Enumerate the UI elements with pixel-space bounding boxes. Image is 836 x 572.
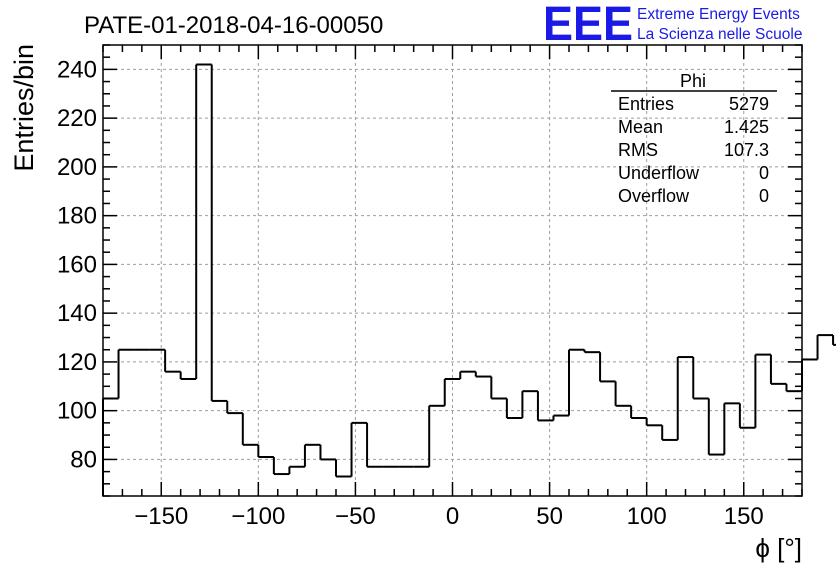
eee-logo-line2: La Scienza nelle Scuole (637, 26, 802, 43)
stats-row-label: Overflow (618, 186, 690, 206)
y-tick-label: 200 (57, 154, 97, 181)
axis-layer: −150 −100 −50 0 50 100 150 80 100 120 140 160 180 200… (57, 44, 803, 530)
stats-row-value: 0 (759, 186, 769, 206)
x-tick-label: −100 (231, 503, 285, 530)
grid-layer (103, 45, 802, 496)
x-axis-label: ϕ [°] (755, 533, 802, 563)
y-tick-label: 220 (57, 105, 97, 132)
plot-frame (102, 44, 803, 497)
stats-rows: Entries 5279 Mean 1.425 RMS 107.3 Underflow 0 Ov… (618, 94, 769, 206)
x-tick-label: 100 (627, 503, 667, 530)
eee-logo-mark: EEE (543, 0, 633, 51)
stats-row-value: 107.3 (724, 140, 769, 160)
stats-row-label: RMS (618, 140, 658, 160)
x-tick-label: −150 (134, 503, 188, 530)
x-tick-label: 50 (536, 503, 563, 530)
stats-row-label: Entries (618, 94, 674, 114)
stats-box: Phi Entries 5279 Mean 1.425 RMS 107.3 Underflo… (611, 71, 777, 206)
stats-row-value: 1.425 (724, 117, 769, 137)
y-tick-label: 140 (57, 300, 97, 327)
x-tick-label: 0 (446, 503, 459, 530)
y-tick-label: 160 (57, 251, 97, 278)
stats-row-value: 5279 (729, 94, 769, 114)
stats-row-value: 0 (759, 163, 769, 183)
chart-title: PATE-01-2018-04-16-00050 (84, 12, 383, 39)
eee-logo-line1: Extreme Energy Events (637, 6, 800, 23)
y-axis-label: Entries/bin (9, 44, 39, 172)
y-tick-label: 180 (57, 203, 97, 230)
stats-row-label: Mean (618, 117, 663, 137)
stats-box-title: Phi (680, 71, 706, 91)
stats-row-label: Underflow (618, 163, 700, 183)
y-tick-label: 120 (57, 349, 97, 376)
y-tick-label: 80 (70, 446, 97, 473)
y-tick-label: 240 (57, 56, 97, 83)
eee-logo: EEE Extreme Energy Events La Scienza nel… (543, 0, 802, 51)
x-tick-label: 150 (724, 503, 764, 530)
y-tick-label: 100 (57, 398, 97, 425)
x-tick-label: −50 (335, 503, 376, 530)
